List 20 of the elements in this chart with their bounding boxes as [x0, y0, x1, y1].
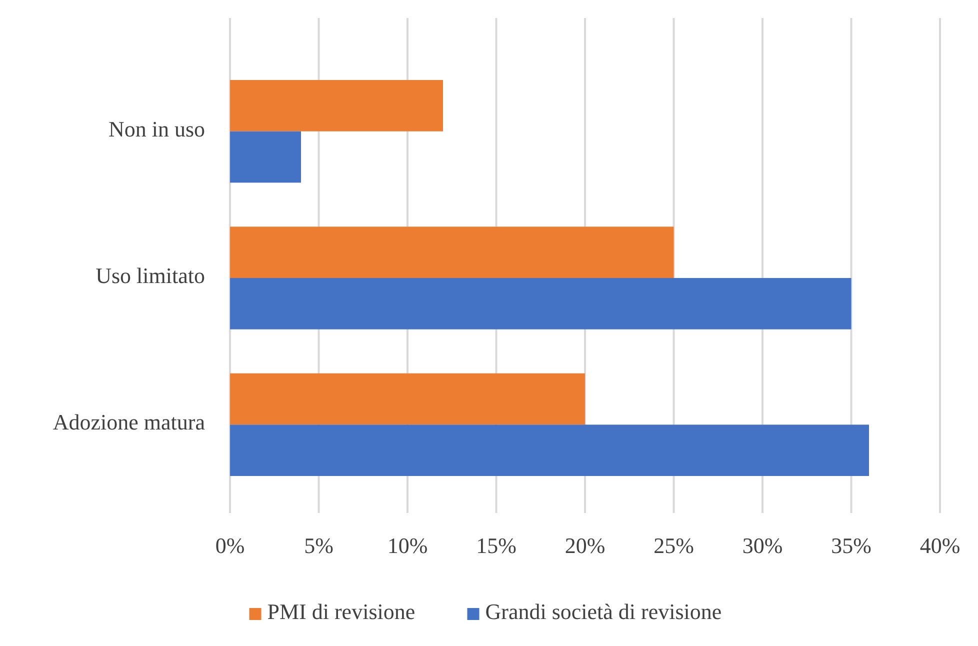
y-tick-label: Non in uso [108, 116, 205, 142]
legend-label: Grandi società di revisione [485, 599, 722, 624]
bar [230, 131, 301, 183]
x-tick-label: 15% [476, 533, 516, 558]
bar [230, 373, 585, 425]
x-tick-label: 40% [920, 533, 960, 558]
x-tick-label: 35% [831, 533, 872, 558]
x-tick-label: 5% [304, 533, 334, 558]
y-tick-label: Adozione matura [52, 410, 206, 435]
x-tick-label: 30% [742, 533, 783, 558]
bar [230, 424, 869, 476]
x-tick-label: 25% [654, 533, 694, 558]
x-tick-label: 20% [564, 533, 606, 558]
y-tick-label: Uso limitato [96, 263, 205, 288]
legend-label: PMI di revisione [267, 599, 416, 624]
x-tick-label: 0% [215, 533, 245, 558]
x-tick-label: 10% [387, 533, 428, 558]
bar [230, 226, 674, 278]
bar [230, 278, 852, 330]
bar [230, 80, 443, 132]
